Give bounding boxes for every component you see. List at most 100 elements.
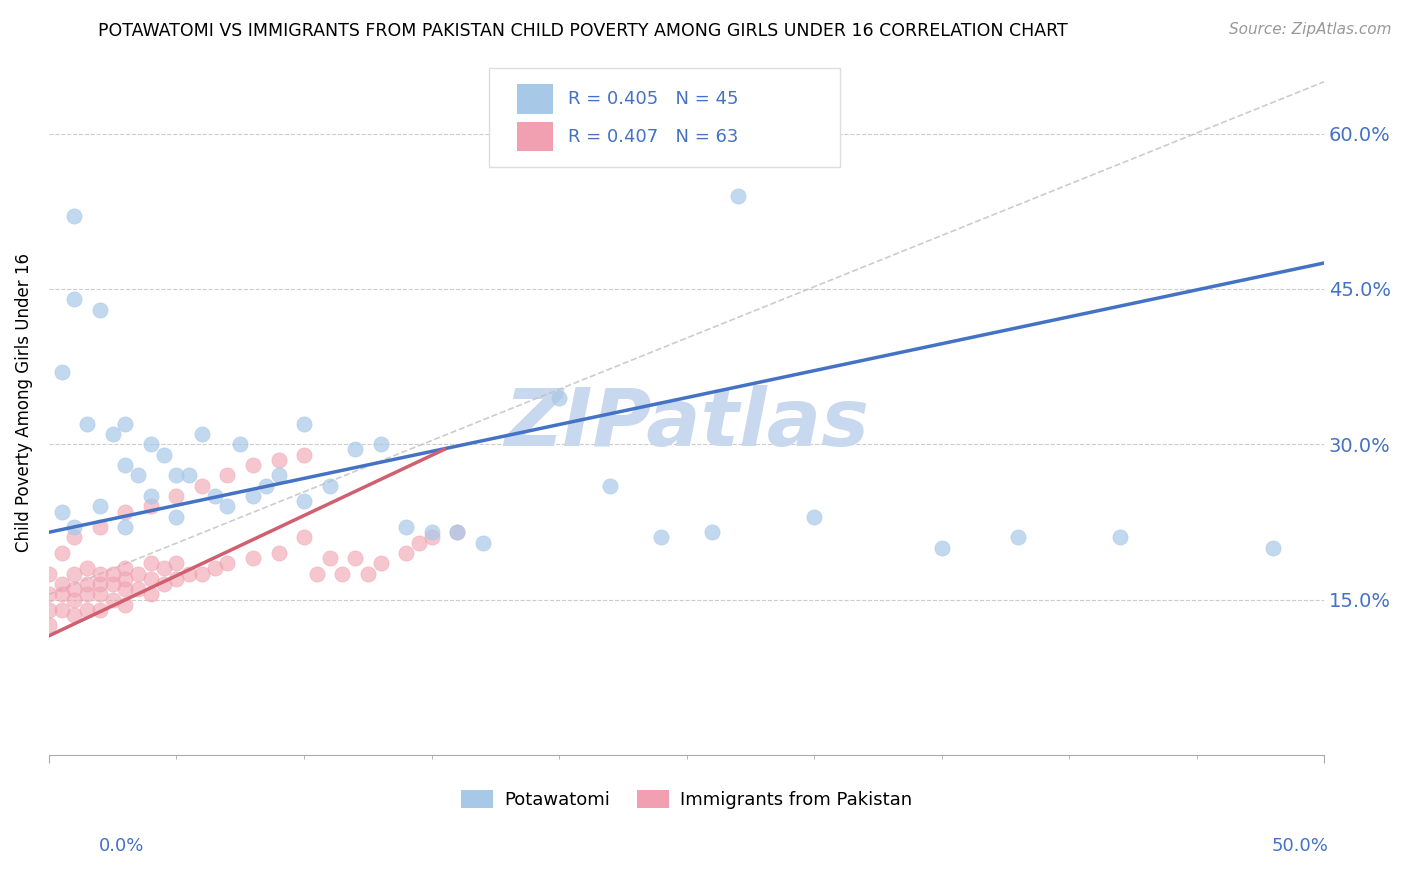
Y-axis label: Child Poverty Among Girls Under 16: Child Poverty Among Girls Under 16: [15, 253, 32, 552]
Point: [114, 572, 136, 586]
Point: [152, 448, 174, 462]
Point: [292, 494, 315, 508]
Point: [191, 478, 214, 492]
Point: [63, 566, 86, 581]
Point: [139, 587, 162, 601]
Point: [1261, 541, 1284, 555]
Point: [727, 188, 749, 202]
Text: 50.0%: 50.0%: [1272, 837, 1329, 855]
Point: [166, 468, 188, 483]
Point: [254, 478, 277, 492]
Point: [370, 437, 392, 451]
Point: [76, 417, 98, 431]
Point: [217, 500, 239, 514]
Point: [599, 478, 621, 492]
Point: [101, 426, 124, 441]
Point: [357, 566, 380, 581]
Point: [38, 566, 60, 581]
Point: [292, 448, 315, 462]
Point: [51, 603, 73, 617]
Point: [446, 525, 468, 540]
Point: [114, 458, 136, 472]
Point: [51, 587, 73, 601]
Point: [395, 546, 418, 560]
Point: [114, 561, 136, 575]
Text: POTAWATOMI VS IMMIGRANTS FROM PAKISTAN CHILD POVERTY AMONG GIRLS UNDER 16 CORREL: POTAWATOMI VS IMMIGRANTS FROM PAKISTAN C…: [98, 22, 1069, 40]
Point: [446, 525, 468, 540]
Point: [420, 525, 443, 540]
Point: [114, 520, 136, 534]
Point: [548, 391, 571, 405]
Point: [101, 577, 124, 591]
Point: [471, 535, 494, 549]
Point: [204, 489, 226, 503]
Legend: Potawatomi, Immigrants from Pakistan: Potawatomi, Immigrants from Pakistan: [454, 782, 920, 816]
Point: [114, 417, 136, 431]
Point: [267, 468, 290, 483]
Point: [931, 541, 953, 555]
Point: [152, 561, 174, 575]
Point: [51, 546, 73, 560]
Point: [139, 557, 162, 571]
Point: [267, 546, 290, 560]
Bar: [517, 85, 553, 114]
Text: Source: ZipAtlas.com: Source: ZipAtlas.com: [1229, 22, 1392, 37]
Point: [76, 603, 98, 617]
Point: [650, 530, 672, 544]
Point: [63, 292, 86, 306]
Point: [89, 302, 111, 317]
Point: [114, 598, 136, 612]
Point: [89, 520, 111, 534]
Point: [1007, 530, 1029, 544]
FancyBboxPatch shape: [489, 69, 839, 167]
Point: [101, 566, 124, 581]
Point: [38, 618, 60, 632]
Point: [89, 587, 111, 601]
Point: [139, 437, 162, 451]
Point: [166, 489, 188, 503]
Point: [318, 478, 340, 492]
Point: [217, 557, 239, 571]
Point: [420, 530, 443, 544]
Point: [343, 442, 366, 457]
Point: [51, 365, 73, 379]
Point: [330, 566, 353, 581]
Point: [242, 489, 264, 503]
Point: [152, 577, 174, 591]
Point: [318, 551, 340, 566]
Point: [89, 500, 111, 514]
Point: [803, 509, 825, 524]
Point: [114, 504, 136, 518]
Point: [76, 561, 98, 575]
Point: [343, 551, 366, 566]
Point: [139, 489, 162, 503]
Point: [204, 561, 226, 575]
Point: [63, 592, 86, 607]
Point: [127, 566, 149, 581]
Point: [191, 426, 214, 441]
Point: [700, 525, 723, 540]
Text: ZIPatlas: ZIPatlas: [505, 385, 869, 463]
Point: [305, 566, 328, 581]
Point: [179, 566, 201, 581]
Point: [166, 509, 188, 524]
Point: [179, 468, 201, 483]
Point: [63, 530, 86, 544]
Text: R = 0.405   N = 45: R = 0.405 N = 45: [568, 90, 738, 108]
Point: [166, 557, 188, 571]
Point: [89, 603, 111, 617]
Point: [229, 437, 252, 451]
Point: [292, 417, 315, 431]
Point: [38, 603, 60, 617]
Point: [139, 500, 162, 514]
Point: [89, 566, 111, 581]
Point: [267, 452, 290, 467]
Point: [242, 458, 264, 472]
Point: [370, 557, 392, 571]
Point: [63, 582, 86, 597]
Point: [101, 592, 124, 607]
Point: [191, 566, 214, 581]
Text: R = 0.407   N = 63: R = 0.407 N = 63: [568, 128, 738, 145]
Bar: [517, 122, 553, 152]
Point: [127, 582, 149, 597]
